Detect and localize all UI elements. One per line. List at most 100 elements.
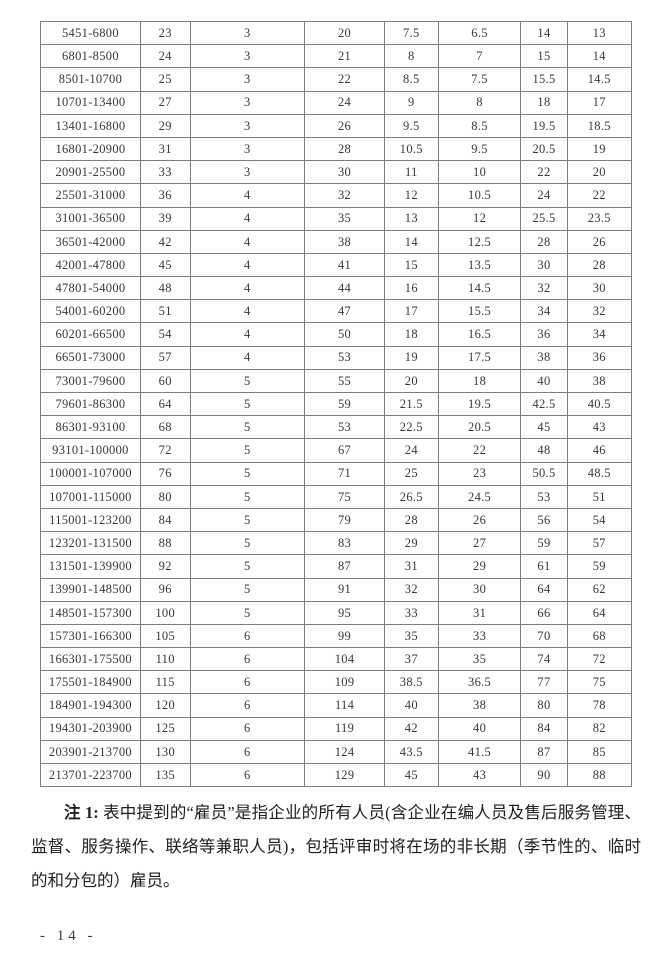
table-cell: 80	[520, 693, 568, 718]
table-cell: 13401-16800	[40, 113, 141, 138]
table-row: 66501-73000 57 4 53 19 17.5 38 36	[40, 345, 633, 370]
table-cell: 12	[437, 206, 522, 231]
table-cell: 16.5	[437, 322, 522, 347]
table-cell: 32	[520, 276, 568, 301]
table-cell: 100	[139, 600, 191, 625]
table-cell: 77	[520, 670, 568, 695]
table-cell: 19	[566, 136, 633, 162]
table-cell: 45	[383, 762, 439, 788]
table-cell: 12.5	[437, 229, 522, 254]
table-row: 10701-13400 27 3 24 9 8 18 17	[40, 90, 633, 115]
table-row: 8501-10700 25 3 22 8.5 7.5 15.5 14.5	[40, 67, 633, 92]
table-cell: 6.5	[437, 20, 522, 46]
table-cell: 139901-148500	[40, 577, 141, 602]
table-cell: 10.5	[383, 136, 439, 162]
table-row: 13401-16800 29 3 26 9.5 8.5 19.5 18.5	[40, 113, 633, 138]
table-cell: 8	[383, 44, 439, 69]
table-cell: 22	[437, 438, 522, 463]
table-cell: 37	[383, 647, 439, 672]
table-cell: 10.5	[437, 183, 522, 208]
table-cell: 14	[566, 44, 633, 69]
table-row: 36501-42000 42 4 38 14 12.5 28 26	[40, 229, 633, 254]
table-cell: 5	[189, 600, 306, 625]
table-cell: 15	[383, 252, 439, 278]
table-cell: 5	[189, 484, 306, 509]
table-cell: 7.5	[437, 67, 522, 92]
table-row: 54001-60200 51 4 47 17 15.5 34 32	[40, 299, 633, 324]
table-cell: 13.5	[437, 252, 522, 278]
table-cell: 4	[189, 322, 306, 347]
table-row: 175501-184900 115 6 109 38.5 36.5 77 75	[40, 670, 633, 695]
table-cell: 30	[520, 252, 568, 278]
table-cell: 33	[139, 160, 191, 185]
table-cell: 86301-93100	[40, 415, 141, 440]
table-cell: 38	[304, 229, 385, 254]
table-cell: 194301-203900	[40, 716, 141, 741]
table-cell: 40	[520, 368, 568, 394]
table-cell: 66501-73000	[40, 345, 141, 370]
table-cell: 32	[566, 299, 633, 324]
table-cell: 10701-13400	[40, 90, 141, 115]
table-cell: 131501-139900	[40, 554, 141, 579]
table-cell: 22	[566, 183, 633, 208]
table-cell: 64	[139, 391, 191, 417]
table-cell: 29	[139, 113, 191, 138]
table-cell: 34	[520, 299, 568, 324]
table-cell: 82	[566, 716, 633, 741]
table-cell: 5	[189, 368, 306, 394]
table-cell: 25	[139, 67, 191, 92]
table-row: 60201-66500 54 4 50 18 16.5 36 34	[40, 322, 633, 347]
table-cell: 31001-36500	[40, 206, 141, 231]
table-cell: 5	[189, 461, 306, 486]
table-cell: 3	[189, 113, 306, 138]
table-row: 194301-203900 125 6 119 42 40 84 82	[40, 716, 633, 741]
table-cell: 80	[139, 484, 191, 509]
table-cell: 57	[139, 345, 191, 370]
table-cell: 5	[189, 554, 306, 579]
table-cell: 31	[383, 554, 439, 579]
table-cell: 5	[189, 415, 306, 440]
table-cell: 36	[566, 345, 633, 370]
table-cell: 73001-79600	[40, 368, 141, 394]
table-cell: 104	[304, 647, 385, 672]
table-cell: 24	[304, 90, 385, 115]
table-cell: 4	[189, 299, 306, 324]
page-number: - 14 -	[40, 928, 97, 944]
table-cell: 40.5	[566, 391, 633, 417]
table-cell: 3	[189, 136, 306, 162]
table-cell: 6	[189, 762, 306, 788]
table-row: 20901-25500 33 3 30 11 10 22 20	[40, 160, 633, 185]
table-row: 93101-100000 72 5 67 24 22 48 46	[40, 438, 633, 463]
table-cell: 20.5	[437, 415, 522, 440]
employee-table-body: 5451-6800 23 3 20 7.5 6.5 14 13 6801-8500 24 3 21 8 7…	[40, 20, 633, 788]
table-cell: 4	[189, 206, 306, 231]
table-cell: 5	[189, 531, 306, 556]
table-cell: 68	[566, 623, 633, 649]
table-cell: 35	[383, 623, 439, 649]
table-cell: 4	[189, 183, 306, 208]
table-cell: 11	[383, 160, 439, 185]
table-cell: 59	[566, 554, 633, 579]
table-cell: 17	[566, 90, 633, 115]
table-cell: 55	[304, 368, 385, 394]
table-cell: 66	[520, 600, 568, 625]
table-cell: 15	[520, 44, 568, 69]
table-cell: 24	[383, 438, 439, 463]
table-cell: 175501-184900	[40, 670, 141, 695]
table-cell: 28	[566, 252, 633, 278]
table-cell: 114	[304, 693, 385, 718]
table-cell: 50	[304, 322, 385, 347]
table-cell: 23	[139, 20, 191, 46]
table-cell: 184901-194300	[40, 693, 141, 718]
table-cell: 9	[383, 90, 439, 115]
table-cell: 13	[383, 206, 439, 231]
table-cell: 15.5	[437, 299, 522, 324]
table-cell: 24	[139, 44, 191, 69]
table-row: 107001-115000 80 5 75 26.5 24.5 53 51	[40, 484, 633, 509]
table-cell: 6	[189, 670, 306, 695]
table-cell: 7	[437, 44, 522, 69]
table-cell: 34	[566, 322, 633, 347]
table-cell: 9.5	[437, 136, 522, 162]
table-cell: 83	[304, 531, 385, 556]
table-cell: 88	[566, 762, 633, 788]
